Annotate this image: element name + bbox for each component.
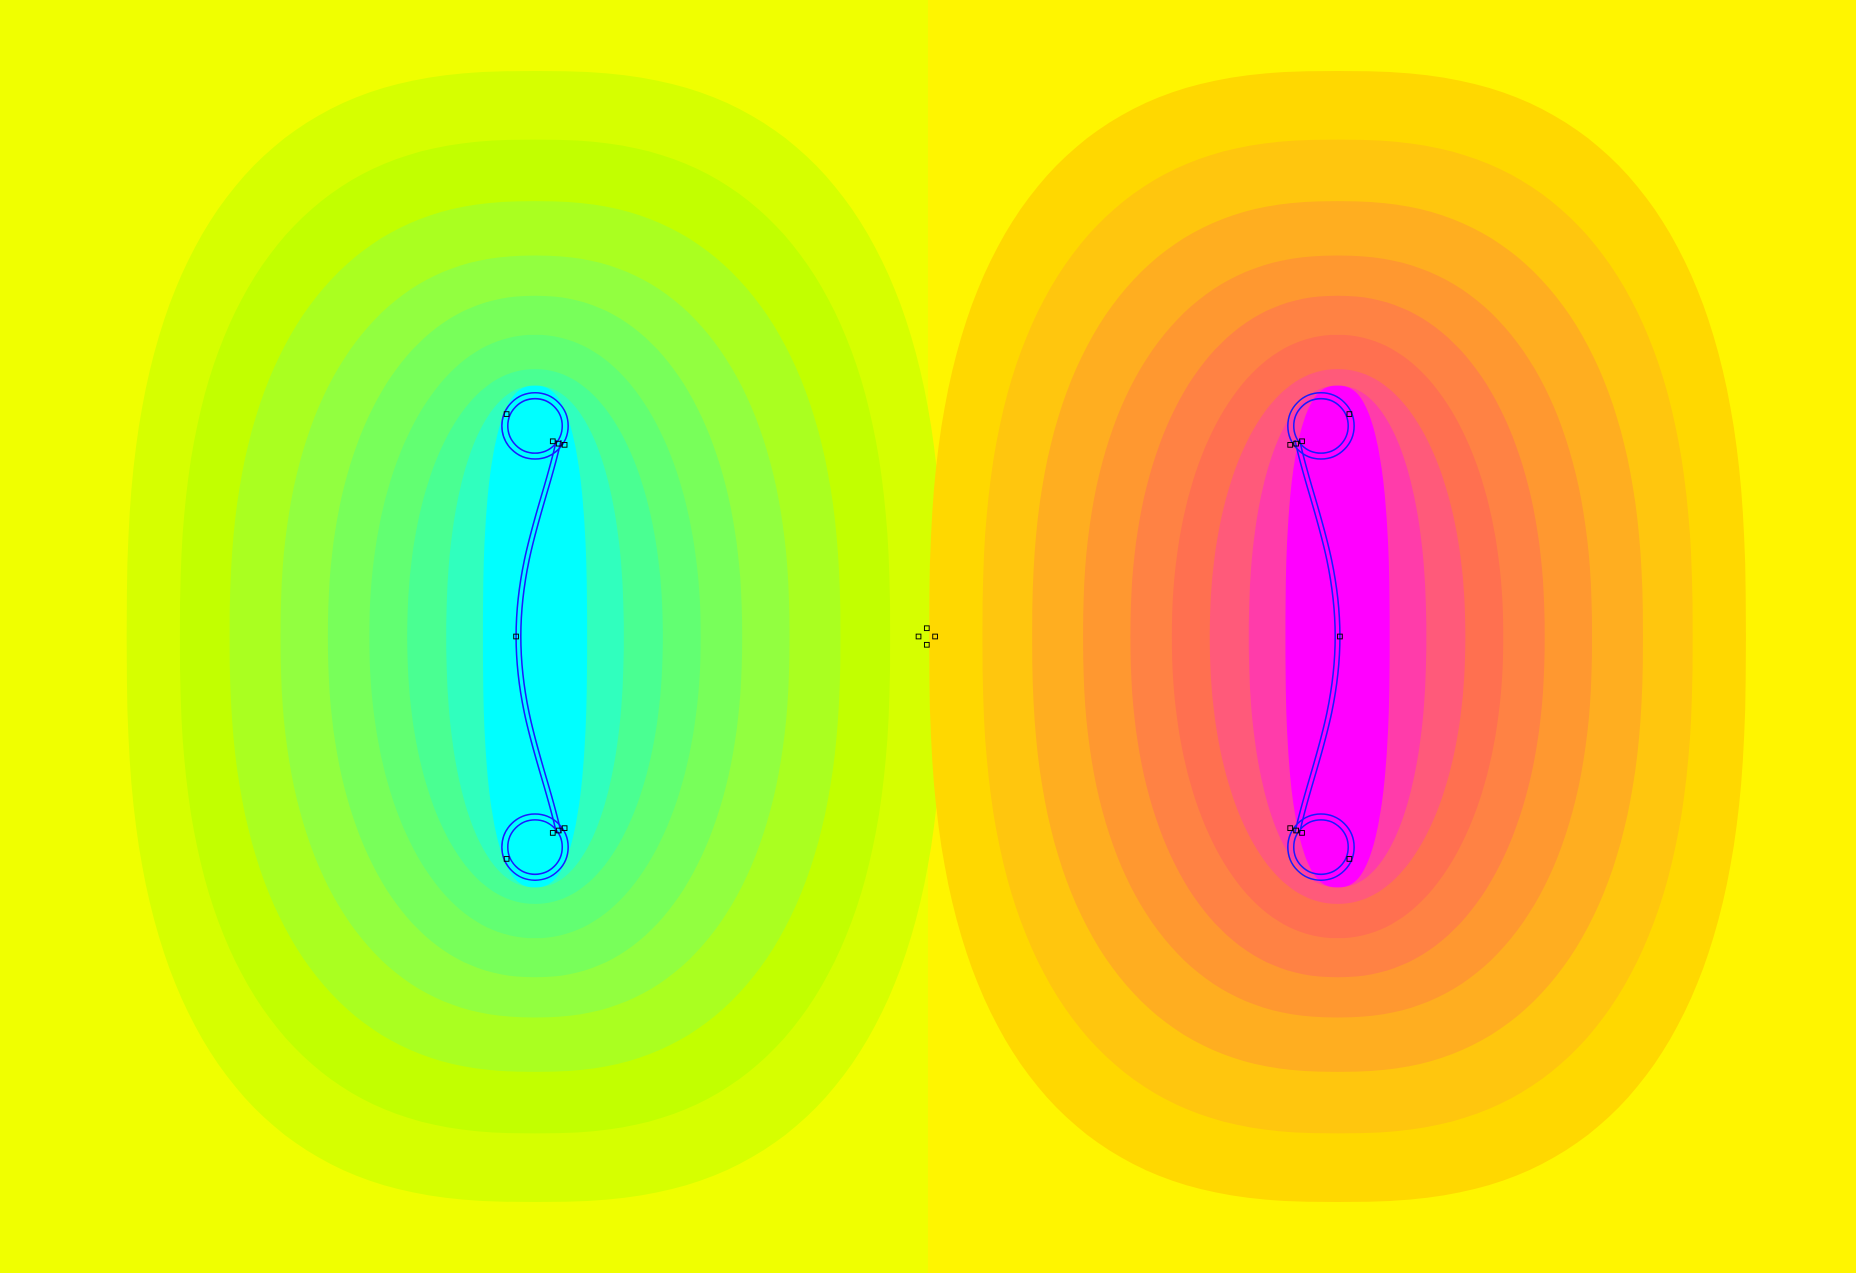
- coil-loop: [501, 392, 569, 460]
- node-marker: [555, 440, 562, 447]
- coil-loop: [1287, 392, 1355, 460]
- coil-conductor: [1294, 439, 1336, 834]
- node-marker: [1346, 411, 1353, 417]
- node-marker: [923, 625, 930, 632]
- coil-loop: [507, 397, 564, 454]
- coil-loop: [1292, 819, 1349, 876]
- node-marker: [1299, 438, 1305, 445]
- coil-loop: [507, 819, 564, 876]
- coil-conductor: [1298, 439, 1341, 834]
- coil-loop: [1292, 397, 1349, 454]
- node-marker: [1299, 830, 1305, 836]
- node-marker: [513, 633, 519, 640]
- node-marker: [1287, 825, 1294, 831]
- node-marker: [932, 633, 938, 640]
- node-marker: [503, 411, 510, 417]
- node-markers: [503, 411, 1353, 862]
- left-lobe-contours: [126, 70, 944, 1203]
- node-marker: [1287, 442, 1294, 448]
- node-marker: [915, 633, 922, 640]
- coil-conductor: [520, 439, 562, 834]
- node-marker: [503, 856, 510, 862]
- node-marker: [923, 641, 930, 648]
- node-marker: [1346, 856, 1353, 862]
- node-marker: [561, 442, 568, 448]
- coil-conductor: [515, 439, 558, 834]
- contour-band: [482, 385, 588, 888]
- node-marker: [555, 827, 562, 834]
- coil-geometry: [501, 392, 1355, 881]
- coil-loop: [1287, 813, 1355, 881]
- node-marker: [1293, 440, 1299, 447]
- coil-loop: [501, 813, 569, 881]
- node-marker: [549, 830, 556, 836]
- node-marker: [1337, 633, 1343, 640]
- node-marker: [561, 825, 568, 831]
- node-marker: [549, 438, 556, 445]
- node-marker: [1293, 827, 1299, 834]
